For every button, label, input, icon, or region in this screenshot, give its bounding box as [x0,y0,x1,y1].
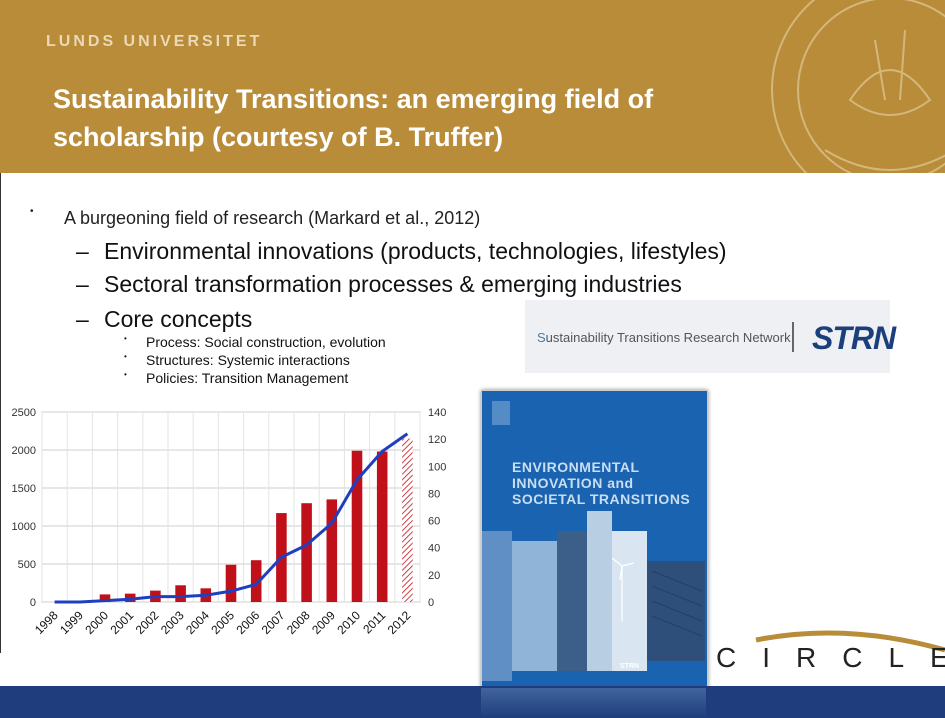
slide-title: Sustainability Transitions: an emerging … [53,84,654,152]
x-tick-label: 2000 [82,608,111,637]
y-left-tick-label: 500 [18,559,36,571]
x-tick-label: 2011 [360,608,388,636]
journal-cover-art [482,391,707,689]
bar [326,499,338,602]
sub-bullet-text: Core concepts [104,306,253,332]
journal-strn-badge: STRN [620,663,640,670]
slide-header: LUNDS UNIVERSITET Sustainability Transit… [0,0,945,173]
y-right-tick-label: 140 [428,407,446,419]
x-tick-label: 2009 [309,608,338,637]
y-right-tick-label: 20 [428,570,440,582]
y-right-tick-label: 60 [428,516,440,528]
university-seal-icon [771,0,945,173]
y-left-tick-label: 2000 [12,445,36,457]
y-right-tick-label: 40 [428,543,440,555]
series-line [54,432,409,604]
sub-sub-bullet-text: Process: Social construction, evolution [146,334,386,350]
footer-bar [0,686,945,718]
left-divider [0,173,1,653]
bar [250,560,262,602]
x-tick-label: 2008 [284,608,313,637]
bar [99,594,111,602]
bullet-dot-icon: • [124,352,127,361]
bar [175,585,186,602]
y-left-tick-label: 1500 [12,483,36,495]
x-tick-label: 2006 [234,608,263,637]
bar [225,564,237,602]
strn-logo: STRN [812,320,896,356]
bar [301,503,312,602]
y-right-tick-label: 100 [428,461,446,473]
circle-logo: CIRCLE [716,630,945,686]
x-tick-label: 2012 [385,608,414,637]
bar [402,438,413,602]
journal-title: ENVIRONMENTAL INNOVATION and SOCIETAL TR… [512,459,691,507]
y-right-tick-label: 80 [428,488,440,500]
bullet-dot-icon: • [124,334,127,343]
x-tick-label: 2003 [158,608,187,637]
x-tick-label: 2002 [133,608,162,637]
y-left-tick-label: 2500 [12,407,36,419]
strn-name-rest: ustainability Transitions Research Netwo… [545,330,791,345]
sub-bullet-text: Environmental innovations (products, tec… [104,238,727,264]
bullet-dot-icon: • [124,370,127,379]
dash-icon: – [76,306,89,332]
y-left-tick-label: 1000 [12,521,36,533]
bullet-dot-icon: • [30,206,34,217]
strn-network-name: Sustainability Transitions Research Netw… [537,330,791,345]
x-tick-label: 2004 [183,608,212,637]
y-left-tick-label: 0 [30,597,36,609]
bar [351,450,363,602]
strn-separator [792,322,794,352]
x-tick-label: 2010 [334,608,363,637]
circle-logo-swoosh-icon [755,630,945,653]
dash-icon: – [76,238,89,264]
y-right-tick-label: 0 [428,597,434,609]
circle-logo-text: CIRCLE [716,642,945,673]
x-tick-label: 1999 [57,608,86,637]
strn-banner: Sustainability Transitions Research Netw… [525,300,896,373]
sub-sub-bullet-text: Structures: Systemic interactions [146,352,350,368]
y-right-tick-label: 120 [428,434,446,446]
sub-sub-bullet-text: Policies: Transition Management [146,370,349,386]
x-tick-label: 2001 [108,608,137,637]
bar [376,451,388,602]
sub-bullet-text: Sectoral transformation processes & emer… [104,271,682,297]
publication-chart: 0 500 1000 1500 2000 2500 0 20 40 60 80 100 120 140 19… [12,407,447,637]
x-tick-label: 2005 [208,608,237,637]
journal-cover-reflection [481,688,706,718]
x-tick-label: 1998 [32,608,61,637]
university-name: LUNDS UNIVERSITET [46,33,263,50]
x-tick-label: 2007 [259,608,288,637]
strn-name-initial: S [537,330,546,345]
dash-icon: – [76,271,89,297]
journal-cover: ENVIRONMENTAL INNOVATION and SOCIETAL TR… [481,390,708,690]
bullet-main-text: A burgeoning field of research (Markard … [64,208,481,228]
